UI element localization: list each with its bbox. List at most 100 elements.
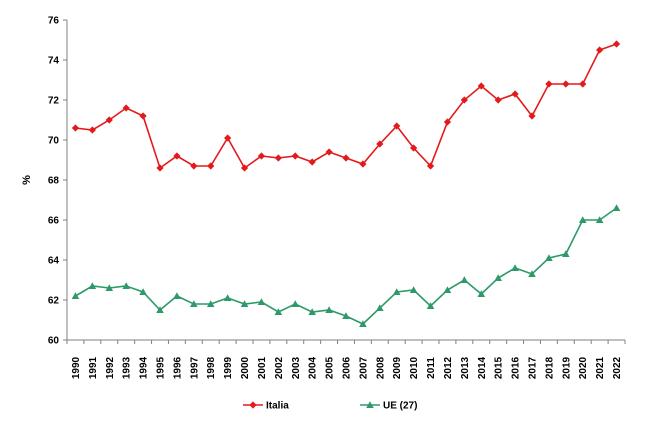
y-tick-labels: 60 62 64 66 68 70 72 74 76	[48, 16, 60, 347]
data-point-italia	[105, 116, 113, 124]
x-tick-label: 2009	[392, 356, 403, 379]
x-tick-label: 2017	[528, 356, 539, 379]
x-tick-label: 1996	[172, 356, 183, 379]
y-tick-label: 62	[48, 296, 60, 307]
x-tick-label: 1994	[139, 356, 150, 379]
x-tick-label: 2004	[308, 356, 319, 379]
legend: Italia UE (27)	[243, 401, 417, 412]
x-tick-label: 2007	[358, 356, 369, 379]
data-point-ue-27	[156, 306, 164, 314]
data-point-ue-27	[173, 292, 181, 300]
data-point-italia	[88, 126, 96, 134]
data-point-italia	[596, 46, 604, 54]
x-tick-label: 2011	[426, 357, 437, 379]
y-tick-label: 64	[48, 256, 60, 267]
data-point-ue-27	[359, 320, 367, 328]
series-line-italia	[75, 43, 617, 170]
data-point-ue-27	[291, 300, 300, 308]
data-point-ue-27	[71, 292, 80, 300]
legend-marker-ue-27	[366, 401, 374, 409]
x-tick-label: 2002	[274, 356, 285, 379]
data-point-italia	[443, 118, 452, 126]
data-point-italia	[528, 112, 536, 120]
data-point-ue-27	[308, 308, 316, 316]
data-point-italia	[410, 144, 418, 152]
x-tick-label: 2005	[325, 356, 336, 379]
x-tick-label: 2021	[595, 356, 606, 379]
data-point-ue-27	[342, 312, 350, 320]
data-point-italia	[342, 154, 350, 162]
x-tick-label: 2015	[494, 356, 505, 379]
y-tick-label: 68	[48, 176, 60, 187]
data-point-italia	[579, 80, 587, 88]
data-point-ue-27	[223, 294, 232, 302]
data-point-italia	[477, 82, 485, 90]
data-point-ue-27	[562, 250, 570, 258]
data-point-ue-27	[477, 290, 486, 298]
y-tick-label: 60	[48, 336, 60, 347]
y-tick-label: 76	[48, 16, 60, 27]
x-tick-label: 2001	[257, 356, 268, 379]
data-point-italia	[494, 96, 502, 104]
x-tick-label: 1998	[206, 356, 217, 379]
data-point-italia	[545, 80, 553, 88]
x-tick-label: 2013	[460, 356, 471, 379]
data-point-ue-27	[139, 288, 147, 296]
series-italia	[71, 40, 621, 172]
data-point-italia	[156, 164, 164, 172]
x-tick-label: 2014	[477, 356, 488, 379]
x-tick-label: 2022	[612, 356, 623, 379]
data-point-ue-27	[612, 204, 621, 212]
data-point-italia	[207, 162, 215, 170]
data-point-ue-27	[494, 274, 502, 282]
data-point-ue-27	[460, 276, 469, 284]
series-line-ue-27	[75, 207, 618, 325]
data-point-italia	[173, 152, 181, 160]
legend-label-italia: Italia	[266, 401, 289, 412]
data-point-italia	[190, 162, 198, 170]
x-tick-label: 2016	[511, 356, 522, 379]
data-point-italia	[291, 152, 299, 160]
data-point-italia	[139, 112, 147, 120]
data-point-italia	[71, 124, 80, 132]
data-point-italia	[325, 148, 333, 156]
data-point-italia	[393, 122, 401, 130]
x-tick-label: 2000	[240, 356, 251, 379]
data-point-ue-27	[88, 282, 97, 290]
data-point-ue-27	[206, 300, 215, 308]
x-tick-label: 1995	[156, 356, 167, 379]
x-tick-label: 2018	[544, 356, 555, 379]
data-point-ue-27	[376, 304, 384, 312]
data-point-italia	[224, 134, 232, 142]
data-point-italia	[612, 40, 621, 48]
x-tick-label: 1992	[105, 356, 116, 379]
data-point-ue-27	[392, 288, 401, 296]
y-tick-label: 66	[48, 216, 60, 227]
data-point-italia	[562, 80, 570, 88]
y-tick-label: 70	[48, 136, 60, 147]
data-point-italia	[460, 96, 468, 104]
y-tick-label: 74	[48, 56, 60, 67]
data-point-ue-27	[190, 300, 198, 308]
data-point-ue-27	[122, 282, 130, 290]
data-point-ue-27	[105, 284, 114, 292]
series-group	[71, 40, 621, 328]
legend-label-ue-27: UE (27)	[383, 401, 417, 412]
data-point-ue-27	[595, 216, 604, 224]
x-tick-label: 1991	[88, 356, 99, 379]
data-point-italia	[308, 158, 316, 166]
x-tick-labels: 1990 1991 1992 1993 1994 1995 1996 1997 1998 1999…	[71, 356, 623, 379]
data-point-italia	[376, 140, 384, 148]
chart-axes	[63, 19, 626, 344]
data-point-ue-27	[443, 286, 452, 294]
x-tick-label: 2008	[375, 356, 386, 379]
x-tick-label: 2006	[342, 356, 353, 379]
data-point-ue-27	[511, 264, 519, 272]
x-tick-label: 1997	[189, 356, 200, 379]
data-point-italia	[122, 104, 130, 112]
data-point-italia	[257, 152, 266, 160]
legend-marker-italia	[249, 401, 257, 409]
x-tick-label: 1993	[122, 356, 133, 379]
series-ue-27	[71, 204, 621, 328]
